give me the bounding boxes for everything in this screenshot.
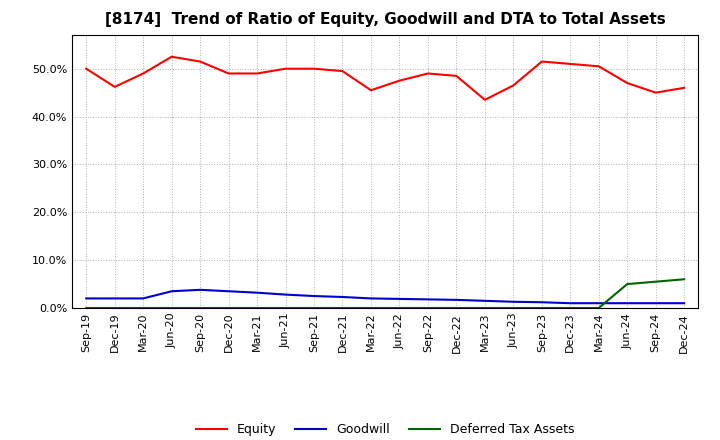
Goodwill [167,289,176,294]
Deferred Tax Assets [566,305,575,311]
Goodwill [509,299,518,304]
Line: Equity: Equity [86,57,684,100]
Deferred Tax Assets [338,305,347,311]
Deferred Tax Assets [595,305,603,311]
Goodwill [225,289,233,294]
Goodwill [196,287,204,293]
Deferred Tax Assets [110,305,119,311]
Deferred Tax Assets [253,305,261,311]
Deferred Tax Assets [395,305,404,311]
Goodwill [566,301,575,306]
Deferred Tax Assets [537,305,546,311]
Equity [423,71,432,76]
Deferred Tax Assets [509,305,518,311]
Equity [623,81,631,86]
Equity [310,66,318,71]
Goodwill [480,298,489,304]
Equity [110,84,119,89]
Deferred Tax Assets [82,305,91,311]
Goodwill [595,301,603,306]
Goodwill [82,296,91,301]
Goodwill [623,301,631,306]
Deferred Tax Assets [225,305,233,311]
Legend: Equity, Goodwill, Deferred Tax Assets: Equity, Goodwill, Deferred Tax Assets [191,418,580,440]
Goodwill [253,290,261,295]
Equity [82,66,91,71]
Goodwill [537,300,546,305]
Equity [338,69,347,74]
Goodwill [452,297,461,303]
Goodwill [282,292,290,297]
Equity [366,88,375,93]
Goodwill [652,301,660,306]
Equity [566,61,575,66]
Deferred Tax Assets [623,282,631,287]
Goodwill [423,297,432,302]
Equity [395,78,404,83]
Equity [652,90,660,95]
Equity [139,71,148,76]
Goodwill [680,301,688,306]
Goodwill [139,296,148,301]
Line: Goodwill: Goodwill [86,290,684,303]
Deferred Tax Assets [139,305,148,311]
Deferred Tax Assets [282,305,290,311]
Goodwill [395,296,404,301]
Equity [595,64,603,69]
Title: [8174]  Trend of Ratio of Equity, Goodwill and DTA to Total Assets: [8174] Trend of Ratio of Equity, Goodwil… [105,12,665,27]
Equity [452,73,461,78]
Equity [253,71,261,76]
Deferred Tax Assets [423,305,432,311]
Equity [196,59,204,64]
Deferred Tax Assets [167,305,176,311]
Equity [167,54,176,59]
Equity [537,59,546,64]
Goodwill [110,296,119,301]
Equity [225,71,233,76]
Deferred Tax Assets [652,279,660,284]
Equity [480,97,489,103]
Deferred Tax Assets [480,305,489,311]
Equity [282,66,290,71]
Line: Deferred Tax Assets: Deferred Tax Assets [86,279,684,308]
Goodwill [310,293,318,299]
Equity [680,85,688,91]
Goodwill [366,296,375,301]
Equity [509,83,518,88]
Deferred Tax Assets [196,305,204,311]
Goodwill [338,294,347,300]
Deferred Tax Assets [680,277,688,282]
Deferred Tax Assets [310,305,318,311]
Deferred Tax Assets [366,305,375,311]
Deferred Tax Assets [452,305,461,311]
